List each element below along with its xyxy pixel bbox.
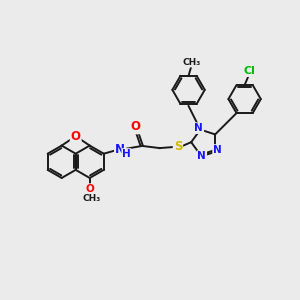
Text: Cl: Cl (243, 66, 255, 76)
Text: O: O (130, 120, 140, 134)
Text: CH₃: CH₃ (182, 58, 201, 67)
Text: N: N (197, 151, 206, 161)
Text: N: N (194, 123, 203, 133)
Text: O: O (85, 184, 94, 194)
Text: CH₃: CH₃ (83, 194, 101, 203)
Text: O: O (71, 130, 81, 143)
Text: N: N (115, 143, 125, 156)
Text: S: S (174, 140, 182, 153)
Text: N: N (213, 145, 222, 155)
Text: H: H (122, 149, 131, 159)
